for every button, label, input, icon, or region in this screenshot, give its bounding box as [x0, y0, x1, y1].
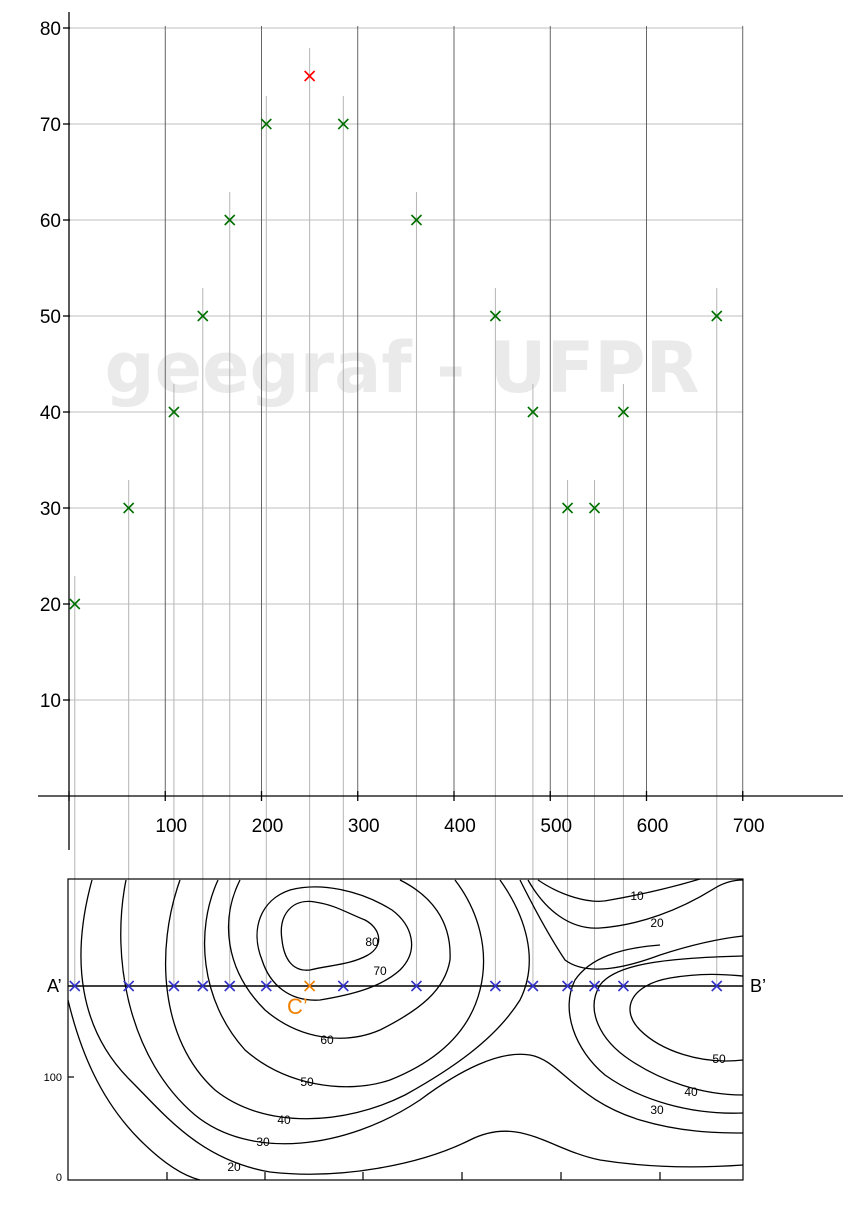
contour-label-30: 30 — [256, 1135, 270, 1149]
highlight-point-label: C’ — [287, 994, 308, 1019]
section-marker-1 — [123, 980, 135, 992]
contour-label-20-top: 20 — [650, 916, 664, 930]
contour-label-40-right: 40 — [684, 1085, 698, 1099]
map-y-label-0: 0 — [56, 1172, 62, 1184]
y-tick-label-20: 20 — [40, 595, 61, 616]
contour-50-right — [629, 973, 744, 1062]
map-frame — [67, 878, 744, 1181]
contour-label-50-right: 50 — [712, 1052, 726, 1066]
y-tick-label-30: 30 — [40, 499, 61, 520]
x-tick-label-100: 100 — [155, 816, 187, 837]
chart-grid — [69, 26, 744, 796]
data-points — [69, 70, 723, 610]
contour-left-edge — [67, 999, 201, 1181]
section-end-label: B’ — [750, 976, 766, 996]
contour-label-50: 50 — [300, 1075, 314, 1089]
data-point-7 — [410, 214, 423, 226]
data-point-6 — [337, 118, 349, 130]
section-marker-3 — [197, 980, 209, 992]
contour-label-40: 40 — [277, 1113, 291, 1127]
contour-lines — [67, 878, 744, 1181]
x-tick-label-600: 600 — [637, 816, 669, 837]
data-point-12 — [617, 406, 629, 418]
contour-20 — [80, 879, 744, 1175]
data-point-10 — [562, 502, 574, 514]
contour-70 — [256, 886, 413, 1001]
contour-80 — [280, 900, 380, 971]
contour-40 — [164, 879, 530, 1120]
contour-40-right — [593, 955, 744, 1096]
x-tick-label-700: 700 — [733, 816, 765, 837]
data-point-8 — [489, 310, 501, 322]
contour-60 — [227, 879, 451, 1039]
data-point-5 — [260, 118, 272, 130]
y-tick-label-60: 60 — [40, 211, 61, 232]
data-point-3 — [197, 310, 209, 322]
data-point-2 — [168, 406, 180, 418]
contour-labels: 10 20 80 70 60 50 40 30 20 50 40 30 — [227, 889, 726, 1174]
y-axis-ticks: 10 20 30 40 50 60 70 80 — [40, 19, 70, 712]
y-tick-label-40: 40 — [40, 403, 61, 424]
section-marker-highlight — [304, 980, 316, 992]
highlight-point-0 — [304, 70, 316, 82]
chart-axes — [38, 12, 843, 850]
watermark: geegraf - UFPR — [104, 327, 699, 409]
x-tick-label-500: 500 — [540, 816, 572, 837]
x-tick-label-400: 400 — [444, 816, 476, 837]
data-point-1 — [123, 502, 135, 514]
section-marker-2 — [168, 980, 180, 992]
data-point-0 — [69, 598, 81, 610]
x-axis-ticks: 100 200 300 400 500 600 700 — [68, 791, 765, 837]
section-marker-4 — [224, 980, 236, 992]
contour-map: 100 0 10 20 80 70 60 50 40 30 — [44, 878, 766, 1184]
contour-10 — [537, 878, 701, 902]
y-tick-label-10: 10 — [40, 691, 61, 712]
section-marker-10 — [562, 980, 574, 992]
contour-label-80: 80 — [365, 935, 379, 949]
x-tick-label-200: 200 — [252, 816, 284, 837]
section-marker-12 — [617, 980, 629, 992]
section-marker-7 — [410, 980, 423, 992]
data-point-13 — [711, 310, 723, 322]
section-marker-0 — [69, 980, 81, 992]
contour-30-right — [568, 944, 744, 1114]
x-tick-label-300: 300 — [348, 816, 380, 837]
data-point-9 — [527, 406, 539, 418]
contour-20-right — [527, 879, 744, 929]
section-markers — [69, 980, 723, 992]
data-point-4 — [224, 214, 236, 226]
projection-lines — [74, 48, 718, 986]
map-y-label-100: 100 — [44, 1072, 62, 1084]
contour-label-20-bottom: 20 — [227, 1160, 241, 1174]
section-marker-5 — [260, 980, 272, 992]
contour-label-30-right: 30 — [650, 1103, 664, 1117]
section-marker-6 — [337, 980, 349, 992]
data-point-11 — [588, 502, 601, 514]
contour-label-10: 10 — [630, 889, 644, 903]
section-marker-8 — [489, 980, 501, 992]
section-marker-13 — [711, 980, 723, 992]
contour-30 — [120, 879, 744, 1145]
y-tick-label-70: 70 — [40, 115, 61, 136]
contour-label-60: 60 — [320, 1033, 334, 1047]
contour-upper-right — [519, 879, 744, 970]
section-marker-11 — [588, 980, 601, 992]
contour-label-70: 70 — [373, 964, 387, 978]
section-start-label: A’ — [47, 976, 62, 996]
map-bottom-ticks — [68, 1076, 661, 1180]
y-tick-label-50: 50 — [40, 307, 61, 328]
section-marker-9 — [527, 980, 539, 992]
y-tick-label-80: 80 — [40, 19, 61, 40]
